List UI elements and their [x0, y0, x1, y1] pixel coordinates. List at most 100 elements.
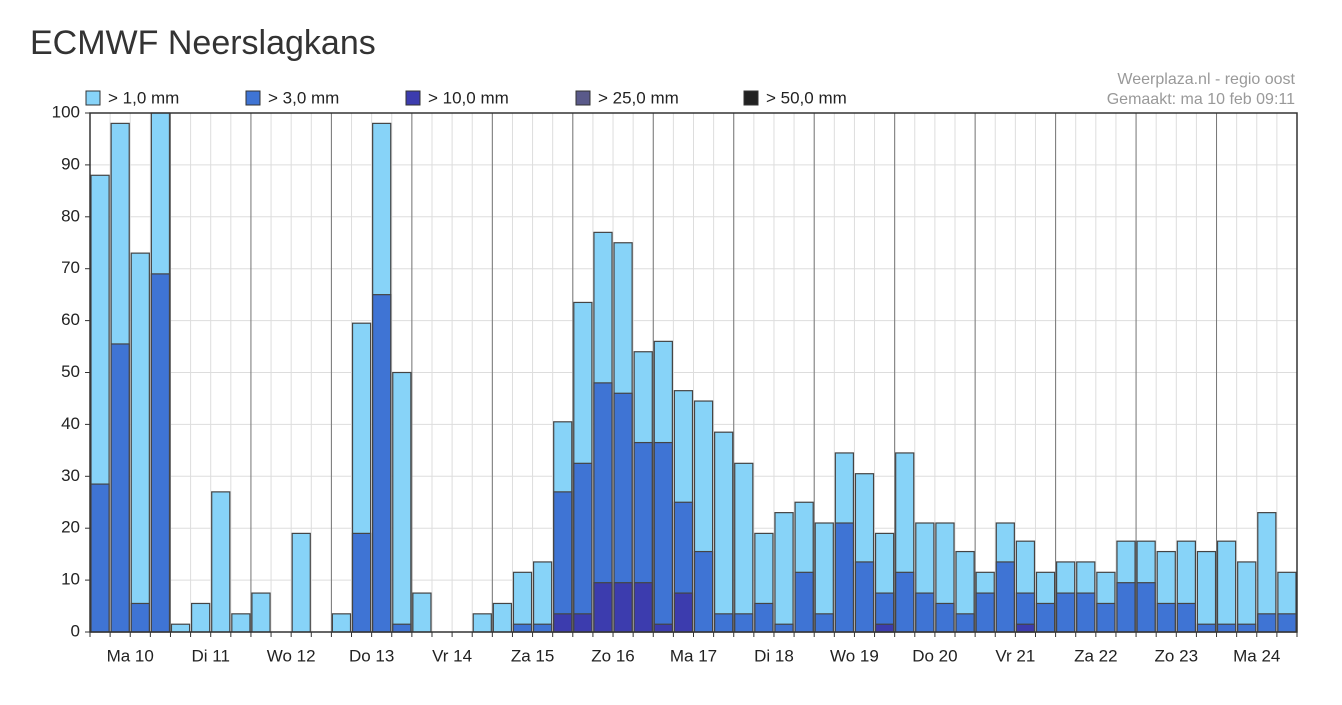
bar	[874, 623, 895, 633]
y-tick-label: 80	[61, 206, 80, 225]
legend-swatch	[245, 90, 261, 106]
bar	[673, 592, 694, 633]
x-tick-label: Za 22	[1074, 646, 1117, 665]
bar	[190, 602, 211, 633]
bar	[170, 623, 191, 633]
bar	[1076, 592, 1096, 633]
bar	[1196, 623, 1217, 633]
bar	[653, 623, 673, 633]
bar	[211, 491, 231, 633]
x-tick-label: Ma 17	[670, 646, 717, 665]
y-tick-label: 0	[71, 621, 80, 640]
bar	[412, 592, 432, 633]
y-tick-label: 20	[61, 518, 80, 537]
bar	[794, 571, 814, 633]
y-tick-label: 10	[61, 570, 80, 589]
bar	[613, 582, 633, 633]
bar	[1035, 602, 1056, 633]
legend-swatch	[85, 90, 101, 106]
bar	[834, 522, 855, 633]
x-tick-label: Di 11	[191, 646, 229, 665]
bar	[955, 613, 975, 633]
bar	[573, 613, 593, 633]
bar	[331, 613, 352, 633]
bar	[130, 602, 150, 633]
bar	[392, 623, 412, 633]
bar	[150, 273, 171, 633]
bar	[1055, 592, 1076, 633]
bar	[1196, 550, 1217, 633]
bar	[472, 613, 492, 633]
bar	[532, 561, 553, 633]
x-tick-label: Zo 16	[591, 646, 634, 665]
x-tick-label: Zo 23	[1155, 646, 1198, 665]
bar	[1176, 602, 1197, 633]
y-tick-label: 70	[61, 258, 80, 277]
x-tick-label: Ma 24	[1233, 646, 1280, 665]
bar	[734, 613, 754, 633]
y-tick-label: 60	[61, 310, 80, 329]
x-tick-label: Ma 10	[107, 646, 154, 665]
bar	[1257, 613, 1277, 633]
bar	[512, 571, 533, 633]
bar	[1156, 602, 1176, 633]
x-tick-label: Wo 12	[267, 646, 316, 665]
x-tick-label: Wo 19	[830, 646, 879, 665]
bar	[854, 561, 875, 633]
bar	[553, 491, 573, 633]
legend-label: > 50,0 mm	[766, 88, 847, 107]
bar	[372, 294, 392, 633]
bar	[110, 343, 130, 633]
bar	[714, 613, 734, 633]
bar	[734, 462, 754, 633]
bar	[915, 592, 935, 633]
bar	[774, 623, 794, 633]
chart-title: ECMWF Neerslagkans	[30, 24, 376, 62]
bar	[1096, 602, 1116, 633]
bar	[895, 571, 915, 633]
y-tick-label: 100	[52, 102, 80, 121]
made: Gemaakt: ma 10 feb 09:11	[1107, 91, 1295, 108]
legend-label: > 3,0 mm	[268, 88, 339, 107]
bar	[814, 613, 834, 633]
bar	[392, 371, 412, 633]
y-tick-label: 50	[61, 362, 80, 381]
bar	[975, 592, 995, 633]
y-tick-label: 90	[61, 154, 80, 173]
bar	[351, 532, 372, 633]
bar	[251, 592, 271, 633]
bar	[633, 582, 653, 633]
y-tick-label: 40	[61, 414, 80, 433]
y-tick-label: 30	[61, 466, 80, 485]
bar	[1237, 623, 1257, 633]
bar	[1237, 561, 1257, 633]
x-tick-label: Do 13	[349, 646, 394, 665]
bar	[231, 613, 251, 633]
bar	[995, 561, 1015, 633]
x-tick-label: Di 18	[754, 646, 794, 665]
x-tick-label: Vr 14	[432, 646, 472, 665]
bar	[653, 441, 673, 633]
bar	[1136, 582, 1156, 633]
bar	[130, 252, 150, 633]
bar	[935, 602, 955, 633]
bar	[1015, 623, 1036, 633]
bar	[1216, 540, 1237, 633]
bar	[1277, 613, 1297, 633]
bar	[714, 431, 734, 633]
x-tick-label: Do 20	[912, 646, 957, 665]
legend-label: > 10,0 mm	[428, 88, 509, 107]
bar	[532, 623, 553, 633]
bar	[693, 550, 714, 633]
bar	[90, 483, 110, 633]
legend-label: > 1,0 mm	[108, 88, 179, 107]
legend-swatch	[405, 90, 421, 106]
bar	[573, 462, 593, 633]
bar	[512, 623, 533, 633]
legend-label: > 25,0 mm	[598, 88, 679, 107]
x-tick-label: Vr 21	[995, 646, 1035, 665]
bar	[1116, 582, 1136, 633]
x-tick-label: Za 15	[511, 646, 554, 665]
legend-swatch	[743, 90, 759, 106]
